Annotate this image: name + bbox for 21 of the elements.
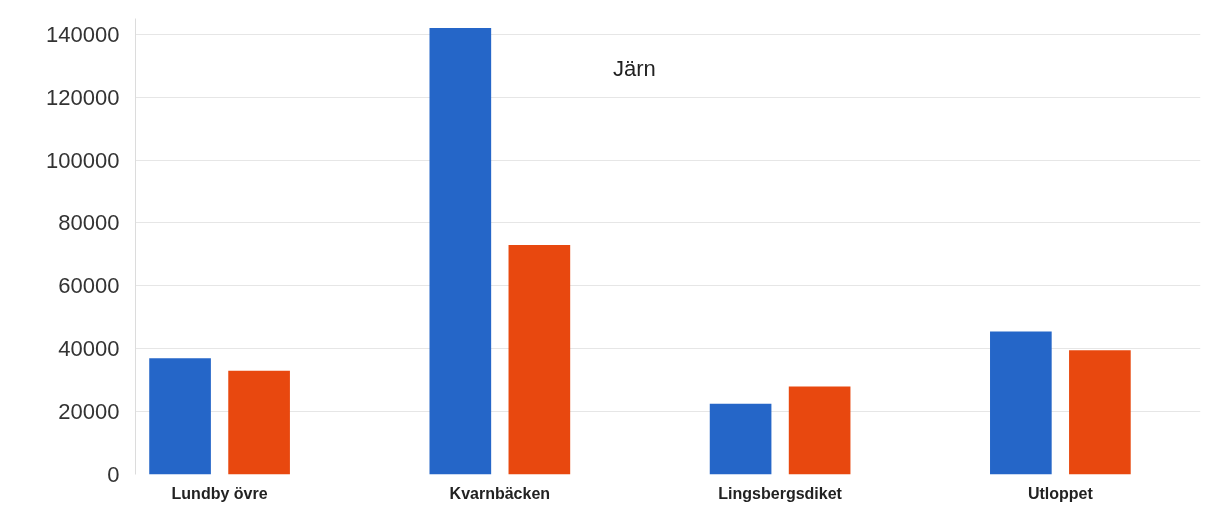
y-tick-label: 60000 (58, 273, 120, 299)
y-tick-label: 0 (107, 462, 120, 487)
y-tick-label: 40000 (58, 336, 120, 362)
y-tick-label: 120000 (46, 84, 120, 110)
bar (508, 244, 571, 475)
bar (709, 403, 772, 475)
bar (149, 358, 211, 475)
bar (1069, 350, 1131, 475)
x-tick-label: Kvarnbäcken (449, 484, 551, 502)
y-tick-label: 20000 (58, 399, 120, 425)
bar (990, 331, 1052, 475)
x-tick-label: Utloppet (1027, 484, 1094, 502)
y-tick-label: 100000 (46, 147, 120, 173)
text: Järn (612, 56, 656, 81)
x-tick-label: Lundby övre (171, 484, 268, 502)
x-tick-label: Lingsbergsdiket (718, 484, 843, 502)
bar (228, 370, 290, 475)
bar (429, 27, 492, 475)
y-tick-label: 140000 (46, 21, 120, 47)
bar (788, 386, 851, 475)
y-tick-label: 80000 (58, 210, 120, 236)
